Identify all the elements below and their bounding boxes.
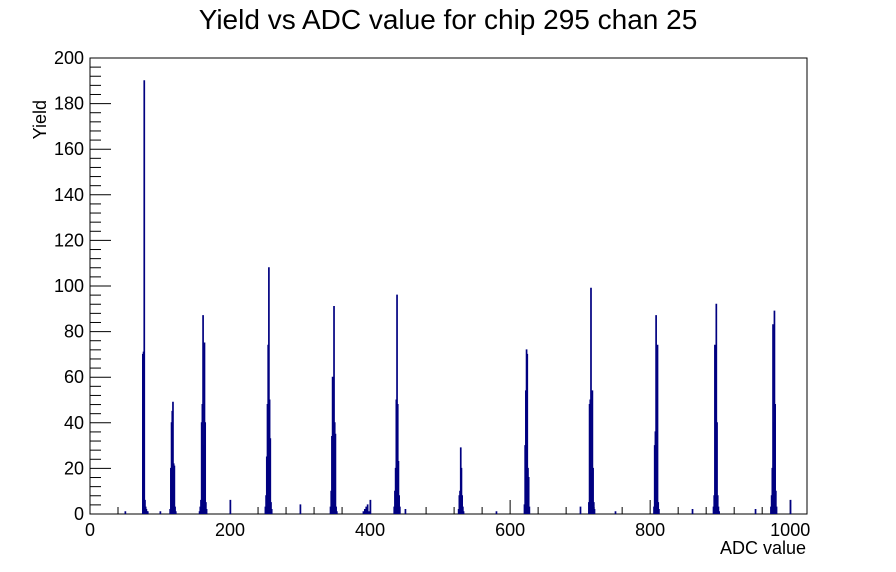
histogram-bin <box>397 461 400 514</box>
histogram-bin <box>174 506 176 514</box>
histogram-bin <box>202 315 204 514</box>
histogram-bin <box>335 506 337 514</box>
histogram-bin <box>614 511 617 514</box>
histogram-bin <box>205 502 207 514</box>
histogram-bin <box>591 390 594 514</box>
histogram-bin <box>124 511 127 514</box>
histogram-bin <box>369 499 372 514</box>
x-tick-label: 200 <box>215 520 245 540</box>
histogram-bin <box>716 495 719 514</box>
histogram-bin <box>774 404 776 514</box>
histogram-bin <box>462 511 465 514</box>
histogram-bin <box>365 506 368 514</box>
histogram-bin <box>173 465 176 514</box>
x-tick-label: 400 <box>355 520 385 540</box>
histogram-bin <box>579 506 582 514</box>
histogram-bin <box>715 303 718 514</box>
histogram-bin <box>269 438 272 514</box>
y-tick-label: 0 <box>74 504 84 524</box>
histogram-bin <box>657 502 660 514</box>
histogram-bin <box>396 404 399 514</box>
histogram-bin <box>717 506 720 514</box>
histogram-bin <box>691 508 694 514</box>
histogram-bin <box>754 508 757 514</box>
histogram-bin <box>204 422 207 514</box>
histogram-bin <box>398 495 400 514</box>
histogram-bin <box>461 495 463 514</box>
histogram-bin <box>174 511 177 514</box>
histogram-bin <box>593 508 596 514</box>
histogram-bin <box>333 306 335 514</box>
histogram-bin <box>774 490 777 514</box>
histogram-bin <box>527 477 530 514</box>
histogram-bin <box>366 504 369 514</box>
histogram-bin <box>658 508 660 514</box>
x-tick-label: 600 <box>495 520 525 540</box>
y-tick-label: 80 <box>64 322 84 342</box>
histogram-bin <box>590 287 592 514</box>
x-tick-label: 800 <box>635 520 665 540</box>
y-tick-label: 40 <box>64 413 84 433</box>
chart-title: Yield vs ADC value for chip 295 chan 25 <box>199 4 698 35</box>
y-tick-label: 60 <box>64 367 84 387</box>
histogram-bin <box>404 508 407 514</box>
histogram-bin <box>159 511 162 514</box>
histogram-bin <box>334 433 337 514</box>
histogram-bin <box>146 511 149 514</box>
histogram-bin <box>656 344 659 514</box>
histogram-bin <box>528 506 531 514</box>
histogram-bin <box>368 511 370 514</box>
x-tick-label: 0 <box>85 520 95 540</box>
histogram-bin <box>789 499 792 514</box>
histogram-bin <box>363 508 366 514</box>
y-tick-label: 120 <box>54 230 84 250</box>
histogram-bin <box>362 511 365 514</box>
y-tick-label: 160 <box>54 139 84 159</box>
histogram-bin <box>268 267 270 514</box>
y-tick-label: 180 <box>54 94 84 114</box>
histogram-bars <box>124 80 792 514</box>
histogram-bin <box>775 506 778 514</box>
histogram-bin <box>270 502 272 514</box>
histogram-bin <box>335 511 338 514</box>
histogram-bin <box>526 353 529 514</box>
histogram-bin <box>462 506 464 514</box>
histogram-bin <box>143 80 146 514</box>
histogram-bin <box>205 508 208 514</box>
histogram-bin <box>592 467 594 514</box>
y-axis-label: Yield <box>30 100 50 139</box>
y-tick-label: 100 <box>54 276 84 296</box>
histogram-bin <box>718 511 720 514</box>
histogram-bin <box>270 508 273 514</box>
x-axis-label: ADC value <box>720 538 806 558</box>
histogram-bin <box>229 499 232 514</box>
histogram-bin <box>398 506 401 514</box>
x-tick-label: 1000 <box>770 520 810 540</box>
y-tick-label: 200 <box>54 48 84 68</box>
histogram-bin <box>172 401 174 514</box>
histogram-bin <box>772 324 774 514</box>
y-tick-label: 140 <box>54 185 84 205</box>
histogram-bin <box>299 504 302 514</box>
y-tick-label: 20 <box>64 458 84 478</box>
y-axis-ticks: 0 20 40 60 80 100 120 140 160 180 200 <box>54 48 111 524</box>
histogram-bin <box>592 502 595 514</box>
histogram-bin <box>495 511 498 514</box>
histogram-bin <box>716 422 718 514</box>
histogram-bin <box>460 467 463 514</box>
